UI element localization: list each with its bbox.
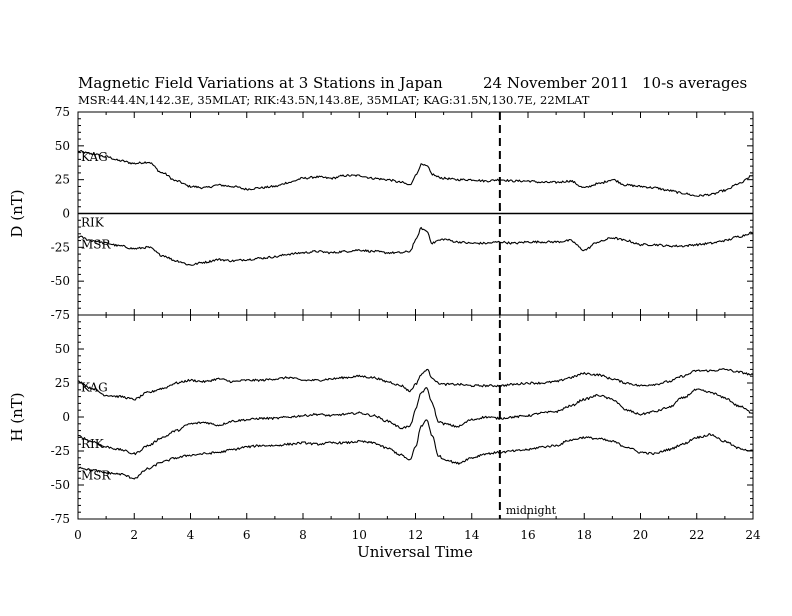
y-tick-label: 25 [55,173,70,187]
panel-frame [77,314,754,520]
chart-date: 24 November 2011 [483,74,629,92]
x-tick-label: 16 [520,528,535,542]
y-tick-label: -50 [51,274,70,288]
x-tick-label: 0 [74,528,82,542]
y-axis-title: D (nT) [8,189,26,237]
x-tick-label: 22 [689,528,704,542]
x-tick-label: 12 [408,528,423,542]
x-tick-label: 20 [633,528,648,542]
y-tick-label: 0 [62,410,70,424]
series-label-kag: KAG [81,150,108,164]
panel-h: 50 25 0 -25 -50 -75 H (nT) KAG RIK MSR [8,314,754,526]
series-line-msr [77,226,754,266]
x-tick-label: 14 [464,528,480,542]
series-line-kag [77,368,754,401]
y-tick-label: -75 [51,308,70,322]
chart-averaging: 10-s averages [642,74,747,92]
y-tick-label: 75 [55,105,70,119]
y-tick-label: -25 [51,444,70,458]
y-tick-label: -75 [51,512,70,526]
x-tick-label: 18 [577,528,592,542]
series-line-rik [77,387,754,456]
series-line-msr [77,419,754,480]
panel-d: 75 50 25 0 -25 -50 -75 D (nT) KAG RIK MSR [8,105,754,322]
series-label-msr: MSR [81,238,112,252]
y-tick-label: 50 [55,139,70,153]
series-label-rik: RIK [81,437,105,451]
x-tick-label: 6 [243,528,251,542]
x-tick-label: 10 [352,528,367,542]
y-tick-label: -25 [51,240,70,254]
x-axis-title: Universal Time [357,543,473,561]
y-tick-label: 50 [55,342,70,356]
x-tick-label: 8 [299,528,307,542]
x-axis: 0 2 4 6 8 10 12 14 16 18 20 22 24 [74,112,761,542]
midnight-marker: midnight [498,112,557,519]
y-axis-title: H (nT) [8,392,26,441]
series-label-msr: MSR [81,468,112,482]
x-tick-label: 4 [187,528,195,542]
midnight-label: midnight [506,504,557,517]
chart-title: Magnetic Field Variations at 3 Stations … [78,74,443,92]
y-tick-label: -50 [51,478,70,492]
x-tick-label: 24 [745,528,761,542]
y-tick-label: 25 [55,376,70,390]
series-label-rik: RIK [81,216,105,230]
series-label-kag: KAG [81,381,108,395]
chart-subtitle: MSR:44.4N,142.3E, 35MLAT; RIK:43.5N,143.… [78,93,590,107]
y-tick-label: 0 [62,207,70,221]
x-tick-label: 2 [130,528,138,542]
series-line-kag [77,149,754,197]
